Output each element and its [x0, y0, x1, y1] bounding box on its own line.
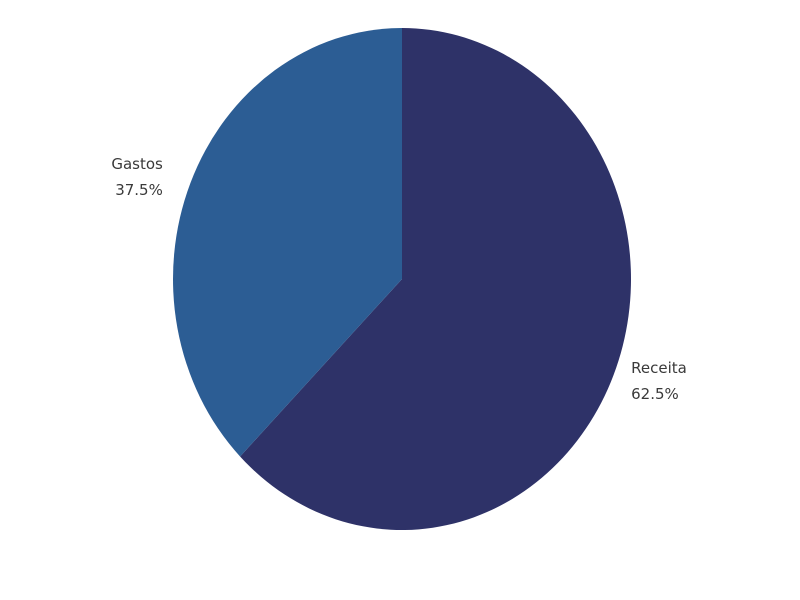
- slice-label-gastos-value: 37.5%: [115, 181, 163, 199]
- slice-label-receita-value: 62.5%: [631, 385, 679, 403]
- pie-slice-receita: [240, 28, 632, 530]
- pie-slice-gastos: [173, 28, 402, 457]
- slice-label-receita-name: Receita: [631, 359, 687, 377]
- pie-slices: [173, 28, 632, 530]
- pie-labels: Receita 62.5% Gastos 37.5%: [111, 155, 686, 403]
- slice-label-gastos-name: Gastos: [111, 155, 163, 173]
